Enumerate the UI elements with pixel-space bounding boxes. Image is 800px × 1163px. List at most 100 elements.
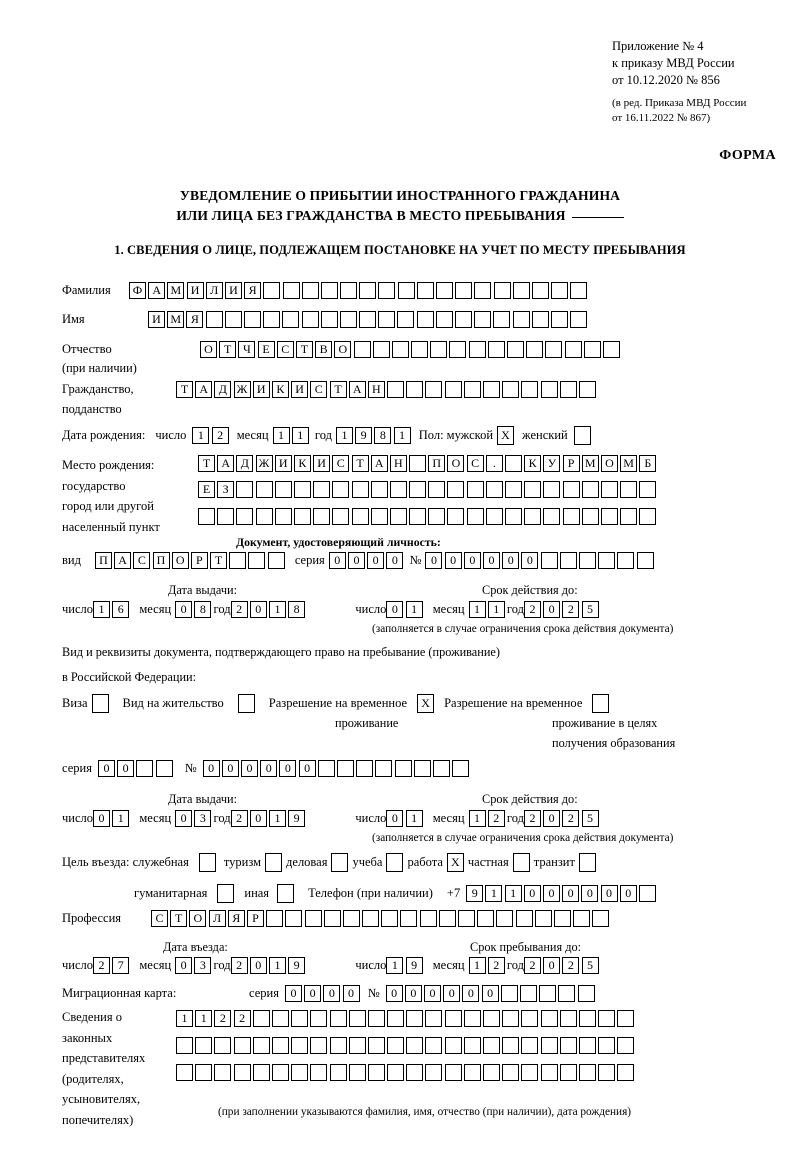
char-cell[interactable] xyxy=(430,341,448,358)
char-cell[interactable]: А xyxy=(370,455,388,472)
char-cell[interactable] xyxy=(573,910,591,927)
char-cell[interactable]: 9 xyxy=(355,427,373,444)
char-cell[interactable] xyxy=(293,481,311,498)
char-cell[interactable]: П xyxy=(94,552,112,569)
char-cell[interactable]: И xyxy=(274,455,292,472)
char-cell[interactable] xyxy=(406,381,424,398)
char-cell[interactable] xyxy=(413,760,431,777)
char-cell[interactable] xyxy=(444,381,462,398)
char-cell[interactable] xyxy=(320,282,338,299)
char-cell[interactable] xyxy=(539,985,557,1002)
char-cell[interactable] xyxy=(463,381,481,398)
char-cell[interactable] xyxy=(477,910,495,927)
char-cell[interactable]: О xyxy=(600,455,618,472)
char-cell[interactable] xyxy=(387,1010,405,1027)
char-cell[interactable] xyxy=(362,910,380,927)
char-cell[interactable]: Е xyxy=(198,481,215,498)
char-cell[interactable]: . xyxy=(485,455,503,472)
char-cell[interactable] xyxy=(438,910,456,927)
char-cell[interactable]: 0 xyxy=(93,810,111,827)
char-cell[interactable]: 0 xyxy=(175,957,193,974)
char-cell[interactable]: 1 xyxy=(112,810,130,827)
char-cell[interactable] xyxy=(526,341,544,358)
char-cell[interactable] xyxy=(416,282,434,299)
char-cell[interactable] xyxy=(263,282,281,299)
char-cell[interactable] xyxy=(483,381,500,398)
char-cell[interactable] xyxy=(310,1064,328,1081)
char-cell[interactable] xyxy=(419,910,437,927)
char-cell[interactable] xyxy=(531,311,549,328)
char-cell[interactable] xyxy=(543,508,561,525)
char-cell[interactable] xyxy=(444,1037,462,1054)
purpose-other-checkbox[interactable] xyxy=(277,884,295,903)
char-cell[interactable]: 9 xyxy=(466,885,484,902)
char-cell[interactable] xyxy=(317,760,335,777)
char-cell[interactable] xyxy=(436,282,453,299)
char-cell[interactable] xyxy=(425,381,443,398)
char-cell[interactable]: 0 xyxy=(425,552,443,569)
char-cell[interactable]: 0 xyxy=(175,601,193,618)
char-cell[interactable] xyxy=(452,760,470,777)
char-cell[interactable] xyxy=(336,760,354,777)
char-cell[interactable] xyxy=(301,282,319,299)
char-cell[interactable] xyxy=(447,481,465,498)
char-cell[interactable]: 1 xyxy=(485,885,503,902)
char-cell[interactable] xyxy=(449,341,467,358)
char-cell[interactable] xyxy=(416,311,434,328)
char-cell[interactable] xyxy=(505,481,522,498)
purpose-study-checkbox[interactable] xyxy=(386,853,404,872)
char-cell[interactable] xyxy=(598,1037,616,1054)
char-cell[interactable]: 1 xyxy=(195,1010,213,1027)
char-cell[interactable] xyxy=(359,311,377,328)
char-cell[interactable]: У xyxy=(543,455,561,472)
char-cell[interactable]: 7 xyxy=(112,957,130,974)
char-cell[interactable]: Ч xyxy=(238,341,256,358)
char-cell[interactable]: А xyxy=(114,552,132,569)
char-cell[interactable] xyxy=(540,1010,558,1027)
char-cell[interactable]: Н xyxy=(367,381,385,398)
char-cell[interactable] xyxy=(291,1064,309,1081)
char-cell[interactable]: 0 xyxy=(342,985,360,1002)
char-cell[interactable]: 3 xyxy=(194,957,212,974)
char-cell[interactable] xyxy=(332,481,350,498)
char-cell[interactable] xyxy=(639,481,657,498)
char-cell[interactable] xyxy=(310,1010,328,1027)
char-cell[interactable]: М xyxy=(581,455,599,472)
char-cell[interactable]: 0 xyxy=(521,552,539,569)
char-cell[interactable]: 0 xyxy=(298,760,316,777)
char-cell[interactable] xyxy=(581,481,599,498)
char-cell[interactable] xyxy=(387,1064,405,1081)
char-cell[interactable] xyxy=(550,311,568,328)
char-cell[interactable] xyxy=(505,508,522,525)
char-cell[interactable] xyxy=(425,1010,443,1027)
char-cell[interactable] xyxy=(356,760,374,777)
char-cell[interactable]: 1 xyxy=(386,957,404,974)
purpose-work-checkbox[interactable]: Х xyxy=(446,853,464,872)
char-cell[interactable]: Я xyxy=(244,282,262,299)
char-cell[interactable] xyxy=(214,1037,232,1054)
char-cell[interactable]: 2 xyxy=(230,601,248,618)
char-cell[interactable] xyxy=(521,1064,539,1081)
char-cell[interactable]: 1 xyxy=(335,427,353,444)
char-cell[interactable] xyxy=(229,552,247,569)
char-cell[interactable]: С xyxy=(151,910,168,927)
permit-temp-checkbox[interactable]: Х xyxy=(417,694,435,713)
char-cell[interactable]: 0 xyxy=(385,985,403,1002)
char-cell[interactable] xyxy=(378,311,396,328)
char-cell[interactable] xyxy=(267,552,285,569)
char-cell[interactable] xyxy=(233,1064,251,1081)
char-cell[interactable] xyxy=(348,1010,366,1027)
char-cell[interactable]: 5 xyxy=(581,601,599,618)
char-cell[interactable]: 0 xyxy=(347,552,365,569)
